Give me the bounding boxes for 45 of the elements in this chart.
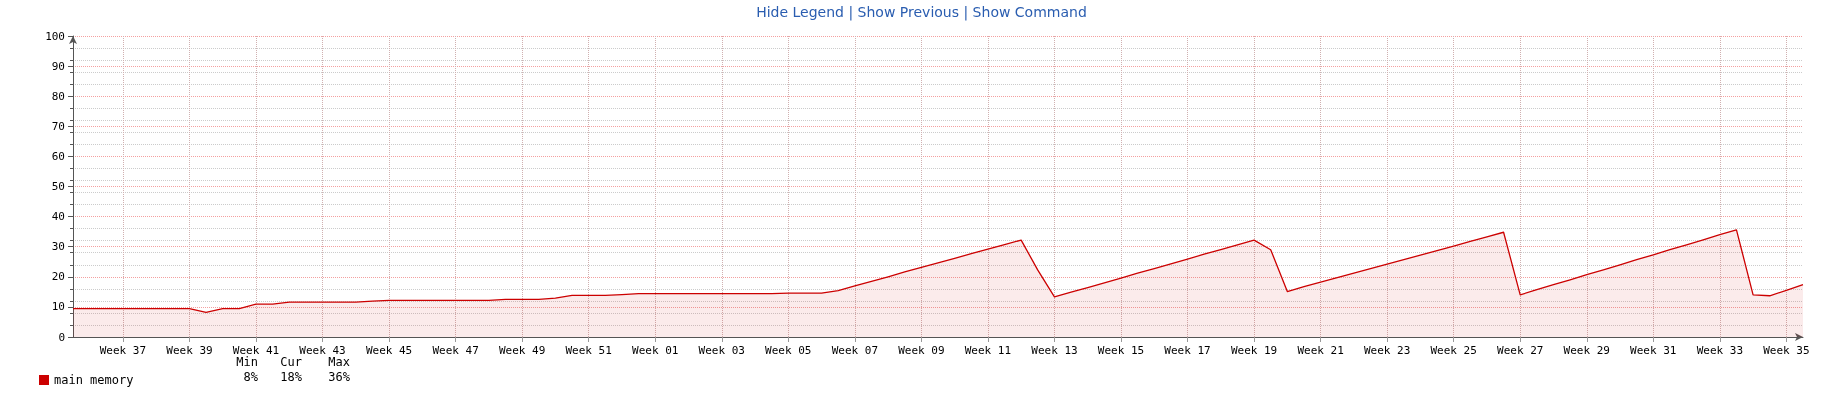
x-tick-label: Week 45 [365, 344, 413, 357]
x-tick-label: Week 49 [498, 344, 546, 357]
y-tick-label: 90 [51, 59, 65, 73]
x-tick-label: Week 27 [1497, 344, 1544, 357]
x-tick-label: Week 07 [831, 344, 879, 357]
x-tick-label: Week 17 [1164, 344, 1211, 357]
text: 8% [243, 370, 259, 384]
text: Hide Legend | Show Previous | Show Command [756, 4, 1087, 21]
y-tick-label: 50 [51, 180, 65, 193]
x-tick-label: Week 25 [1430, 344, 1477, 357]
y-tick-label: 40 [51, 210, 65, 224]
x-tick-label: Week 37 [99, 344, 147, 357]
text: 18% [280, 370, 303, 384]
y-tick-label: 60 [51, 149, 65, 163]
y-tick-label: 30 [51, 240, 65, 254]
x-tick-label: Week 03 [698, 344, 745, 357]
y-tick-label: 100 [45, 29, 65, 43]
x-tick-label: Week 15 [1097, 344, 1145, 357]
y-tick-label: 0 [58, 330, 65, 344]
y-tick-label: 10 [51, 300, 65, 314]
x-tick-label: Week 01 [632, 344, 679, 357]
x-tick-label: Week 41 [232, 344, 280, 357]
x-tick-label: Week 33 [1696, 344, 1744, 357]
x-tick-label: Week 05 [765, 344, 812, 357]
x-tick-label: Week 09 [898, 344, 945, 357]
y-tick-label: 80 [51, 89, 65, 103]
text: Max [328, 355, 351, 369]
text: 36% [328, 370, 351, 384]
x-tick-label: Week 51 [565, 344, 612, 357]
x-tick-label: Week 31 [1630, 344, 1677, 357]
x-tick-label: Week 19 [1230, 344, 1278, 357]
x-tick-label: Week 23 [1363, 344, 1411, 357]
y-tick-label: 70 [51, 119, 65, 133]
x-tick-label: Week 35 [1763, 344, 1810, 357]
x-tick-label: Week 29 [1563, 344, 1610, 357]
legend-label: main memory [54, 373, 134, 387]
x-tick-label: Week 47 [432, 344, 479, 357]
x-tick-label: Week 39 [166, 344, 213, 357]
text: Cur [280, 355, 303, 369]
x-tick-label: Week 21 [1297, 344, 1344, 357]
x-tick-label: Week 11 [964, 344, 1012, 357]
x-tick-label: Week 13 [1031, 344, 1078, 357]
text: Min [236, 355, 259, 369]
y-tick-label: 20 [51, 270, 65, 284]
x-tick-label: Week 43 [299, 344, 346, 357]
